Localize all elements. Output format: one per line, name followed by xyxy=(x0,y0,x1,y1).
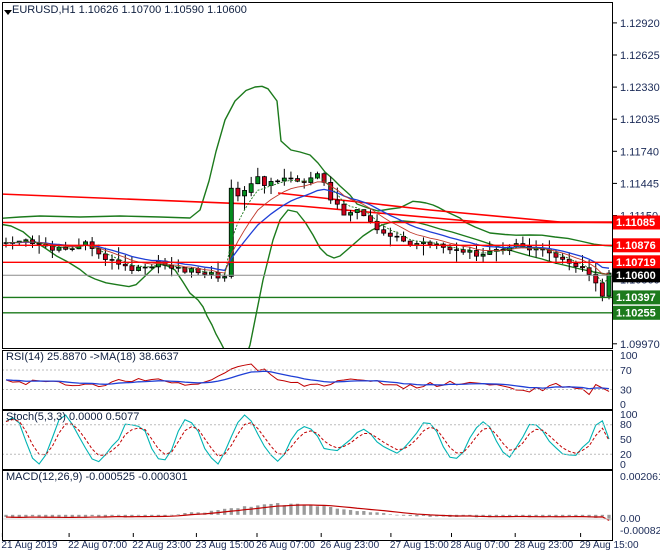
svg-text:28 Aug 23:00: 28 Aug 23:00 xyxy=(514,540,573,551)
svg-text:0.00: 0.00 xyxy=(620,513,641,525)
svg-text:1.11085: 1.11085 xyxy=(616,217,655,229)
svg-text:1.12625: 1.12625 xyxy=(620,50,660,62)
svg-text:1.12920: 1.12920 xyxy=(620,18,660,30)
svg-text:1.11740: 1.11740 xyxy=(620,146,659,158)
svg-text:70: 70 xyxy=(620,365,632,377)
svg-text:27 Aug 15:00: 27 Aug 15:00 xyxy=(390,540,449,551)
svg-text:26 Aug 23:00: 26 Aug 23:00 xyxy=(320,540,379,551)
svg-text:EURUSD,H1 1.10626 1.10700 1.1: EURUSD,H1 1.10626 1.10700 1.10590 1.1060… xyxy=(12,4,247,16)
svg-text:1.10876: 1.10876 xyxy=(616,240,656,252)
svg-text:21 Aug 2019: 21 Aug 2019 xyxy=(1,540,58,551)
svg-text:1.10397: 1.10397 xyxy=(616,292,656,304)
svg-text:22 Aug 23:00: 22 Aug 23:00 xyxy=(132,540,191,551)
svg-text:22 Aug 07:00: 22 Aug 07:00 xyxy=(68,540,127,551)
svg-text:30: 30 xyxy=(620,385,632,397)
svg-text:1.10719: 1.10719 xyxy=(616,257,656,269)
svg-text:100: 100 xyxy=(620,350,638,362)
svg-text:MACD(12,26,9) -0.000525 -0.000: MACD(12,26,9) -0.000525 -0.000301 xyxy=(6,471,188,483)
svg-text:1.12035: 1.12035 xyxy=(620,114,660,126)
svg-text:26 Aug 07:00: 26 Aug 07:00 xyxy=(256,540,315,551)
svg-text:0.002061: 0.002061 xyxy=(620,471,660,483)
svg-text:28 Aug 07:00: 28 Aug 07:00 xyxy=(451,540,510,551)
svg-text:29 Aug 15:00: 29 Aug 15:00 xyxy=(580,540,639,551)
svg-text:1.10600: 1.10600 xyxy=(616,270,656,282)
svg-text:Stoch(5,3,3) 0.0000 0.5077: Stoch(5,3,3) 0.0000 0.5077 xyxy=(6,411,139,423)
svg-text:1.09970: 1.09970 xyxy=(620,339,660,351)
svg-text:50: 50 xyxy=(620,434,632,446)
svg-text:1.10255: 1.10255 xyxy=(616,307,656,319)
svg-text:1.11445: 1.11445 xyxy=(620,178,659,190)
svg-text:RSI(14) 25.8870 ->MA(18) 38.6: RSI(14) 25.8870 ->MA(18) 38.6637 xyxy=(6,351,179,363)
svg-text:80: 80 xyxy=(620,419,632,431)
svg-text:1.12330: 1.12330 xyxy=(620,82,660,94)
svg-text:23 Aug 15:00: 23 Aug 15:00 xyxy=(195,540,254,551)
svg-text:-0.000828: -0.000828 xyxy=(620,525,660,537)
svg-text:0: 0 xyxy=(620,459,626,471)
